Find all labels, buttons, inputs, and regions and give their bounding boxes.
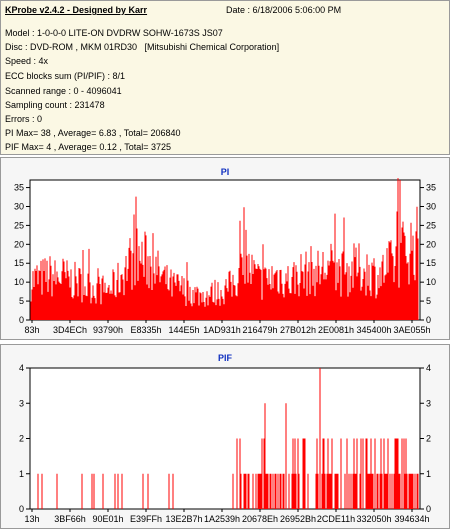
pif-stats-line: PIF Max= 4 , Average= 0.12 , Total= 3725 — [5, 142, 172, 152]
pif-chart: 0 0 1 1 2 2 3 3 4 4 13h 3BF66h 90E01h E39FFh 13E2B7h 1A… — [19, 363, 431, 524]
pi-ytick-label: 30 — [426, 201, 436, 211]
pi-ytick-label: 25 — [426, 220, 436, 230]
disc-line: Disc : DVD-ROM , MKM 01RD30 [Mitsubishi … — [5, 42, 280, 52]
pi-xtick-label: 345400h — [356, 325, 391, 335]
pi-ytick-label: 35 — [426, 183, 436, 193]
pif-ytick-label: 1 — [19, 469, 24, 479]
info-panel: KProbe v2.4.2 - Designed by Karr Date : … — [0, 0, 450, 155]
pif-xtick-label: 394634h — [394, 514, 429, 524]
pif-series — [37, 368, 419, 509]
pi-ytick-label: 5 — [19, 296, 24, 306]
pif-ytick-label: 4 — [426, 363, 431, 373]
pif-chart-title: PIF — [217, 353, 232, 363]
pif-ytick-label: 0 — [19, 504, 24, 514]
pi-ytick-label: 15 — [14, 258, 24, 268]
pif-chart-panel: PIF 0 0 1 1 2 2 3 3 4 4 13h 3BF66h 90E01h E39FFh 13E2B… — [0, 344, 450, 529]
model-line: Model : 1-0-0-0 LITE-ON DVDRW SOHW-1673S… — [5, 28, 223, 38]
pi-chart: 0 0 5 5 10 10 15 15 20 20 25 25 30 30 35 35 83h 3D4ECh 937… — [14, 178, 436, 335]
pi-xtick-label: 1AD931h — [203, 325, 241, 335]
pif-xtick-label: E39FFh — [130, 514, 162, 524]
pi-chart-title: PI — [220, 167, 230, 177]
pi-ytick-label: 20 — [426, 239, 436, 249]
sampling-line: Sampling count : 231478 — [5, 100, 105, 110]
pif-xtick-label: 13h — [24, 514, 39, 524]
pi-ytick-label: 0 — [426, 315, 431, 325]
pi-ytick-label: 35 — [14, 183, 24, 193]
pi-ytick-label: 25 — [14, 220, 24, 230]
pi-xtick-label: 93790h — [93, 325, 123, 335]
errors-line: Errors : 0 — [5, 114, 43, 124]
pif-xtick-label: 3BF66h — [54, 514, 86, 524]
pi-ytick-label: 10 — [426, 277, 436, 287]
speed-line: Speed : 4x — [5, 56, 49, 66]
pi-ytick-label: 0 — [19, 315, 24, 325]
pi-xtick-label: E8335h — [130, 325, 161, 335]
scan-date: Date : 6/18/2006 5:06:00 PM — [226, 5, 342, 15]
pi-xtick-label: 144E5h — [168, 325, 199, 335]
pif-ytick-label: 4 — [19, 363, 24, 373]
pi-xtick-label: 3D4ECh — [53, 325, 87, 335]
pi-chart-panel: PI 0 0 5 5 10 10 15 15 20 20 25 25 30 30 35 35 83h 3D4ECh… — [0, 157, 450, 340]
pi-ytick-label: 10 — [14, 277, 24, 287]
pi-stats-line: PI Max= 38 , Average= 6.83 , Total= 2068… — [5, 128, 181, 138]
pif-ytick-label: 0 — [426, 504, 431, 514]
pif-xtick-label: 1A2539h — [204, 514, 240, 524]
pif-xtick-label: 332050h — [356, 514, 391, 524]
pi-ytick-label: 20 — [14, 239, 24, 249]
pi-series — [30, 178, 419, 320]
pi-xtick-label: 27B012h — [280, 325, 316, 335]
pif-ytick-label: 3 — [19, 398, 24, 408]
range-line: Scanned range : 0 - 4096041 — [5, 86, 122, 96]
pi-xtick-label: 83h — [24, 325, 39, 335]
pi-xtick-label: 216479h — [242, 325, 277, 335]
pif-ytick-label: 3 — [426, 398, 431, 408]
pif-xtick-label: 2CDE11h — [317, 514, 355, 524]
pi-ytick-label: 5 — [426, 296, 431, 306]
pif-xtick-label: 13E2B7h — [165, 514, 202, 524]
pif-ytick-label: 2 — [426, 434, 431, 444]
pi-xtick-label: 3AE055h — [393, 325, 430, 335]
ecc-line: ECC blocks sum (PI/PIF) : 8/1 — [5, 71, 126, 81]
pif-ytick-label: 2 — [19, 434, 24, 444]
pi-ytick-label: 15 — [426, 258, 436, 268]
pi-xtick-label: 2E0081h — [318, 325, 354, 335]
pif-ytick-label: 1 — [426, 469, 431, 479]
pif-xtick-label: 90E01h — [92, 514, 123, 524]
pif-xtick-label: 26952Bh — [280, 514, 316, 524]
app-title: KProbe v2.4.2 - Designed by Karr — [5, 5, 148, 15]
pi-ytick-label: 30 — [14, 201, 24, 211]
pif-xtick-label: 20678Eh — [242, 514, 278, 524]
